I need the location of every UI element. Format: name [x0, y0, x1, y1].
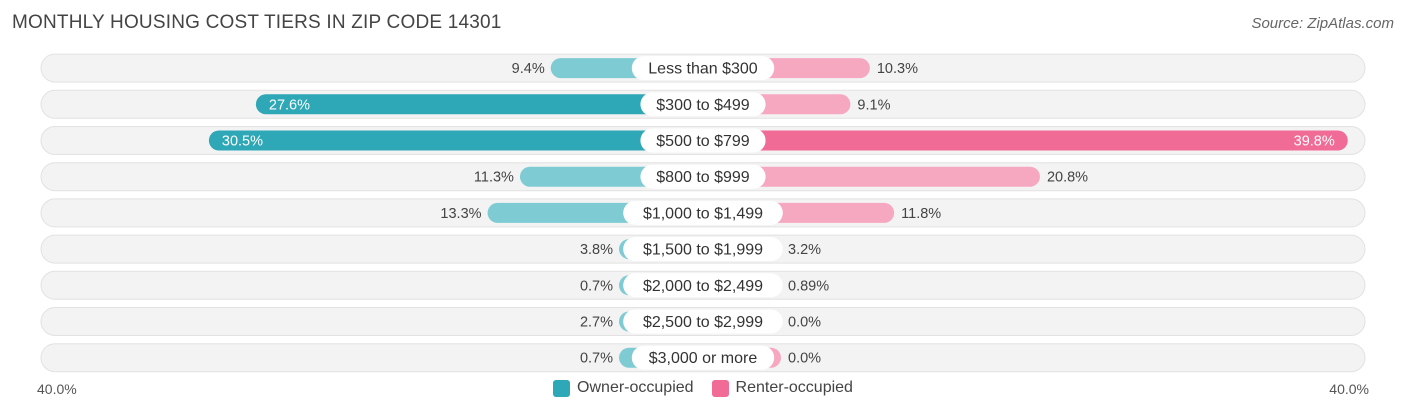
category-label: $3,000 or more: [649, 350, 758, 367]
owner-value-label: 9.4%: [512, 61, 545, 77]
category-pill: [640, 128, 766, 153]
category-pill: [631, 56, 775, 81]
renter-value-label: 0.89%: [788, 278, 829, 294]
category-label: $800 to $999: [656, 169, 750, 186]
legend-renter: Renter-occupied: [711, 379, 853, 397]
legend-renter-swatch: [711, 379, 729, 397]
owner-value-label: 2.7%: [580, 315, 613, 331]
chart-title: MONTHLY HOUSING COST TIERS IN ZIP CODE 1…: [12, 12, 502, 33]
category-pill: [623, 237, 783, 262]
owner-value-label: 13.3%: [440, 206, 481, 222]
chart-source: Source: ZipAtlas.com: [1251, 15, 1394, 32]
category-pill: [623, 200, 783, 225]
renter-value-label: 0.0%: [788, 351, 821, 367]
category-label: $1,500 to $1,999: [643, 242, 763, 259]
category-pill: [631, 345, 775, 370]
owner-bar: [255, 94, 703, 115]
category-label: $2,000 to $2,499: [643, 278, 763, 295]
renter-value-label: 39.8%: [1294, 134, 1335, 150]
legend-renter-label: Renter-occupied: [735, 379, 853, 396]
legend: Owner-occupied Renter-occupied: [0, 379, 1406, 397]
category-label: $1,000 to $1,499: [643, 205, 763, 222]
axis-left-label: 40.0%: [37, 381, 77, 397]
renter-value-label: 9.1%: [857, 97, 890, 113]
renter-value-label: 3.2%: [788, 242, 821, 258]
category-label: $300 to $499: [656, 97, 750, 114]
legend-owner: Owner-occupied: [553, 379, 694, 397]
renter-value-label: 20.8%: [1047, 170, 1088, 186]
owner-value-label: 0.7%: [580, 351, 613, 367]
category-label: $500 to $799: [656, 133, 750, 150]
legend-owner-label: Owner-occupied: [577, 379, 694, 396]
renter-bar: [703, 166, 1040, 187]
owner-value-label: 0.7%: [580, 278, 613, 294]
category-label: $2,500 to $2,999: [643, 314, 763, 331]
category-pill: [623, 309, 783, 334]
renter-value-label: 0.0%: [788, 315, 821, 331]
legend-owner-swatch: [553, 379, 571, 397]
owner-value-label: 30.5%: [222, 134, 263, 150]
owner-value-label: 3.8%: [580, 242, 613, 258]
renter-bar: [703, 130, 1348, 151]
renter-value-label: 11.8%: [901, 206, 941, 222]
owner-value-label: 27.6%: [269, 97, 310, 113]
renter-value-label: 10.3%: [877, 61, 918, 77]
owner-bar: [208, 130, 703, 151]
category-label: Less than $300: [648, 61, 758, 78]
category-pill: [623, 273, 783, 298]
category-pill: [640, 164, 766, 189]
owner-value-label: 11.3%: [474, 170, 514, 186]
axis-right-label: 40.0%: [1329, 381, 1369, 397]
category-pill: [640, 92, 766, 117]
